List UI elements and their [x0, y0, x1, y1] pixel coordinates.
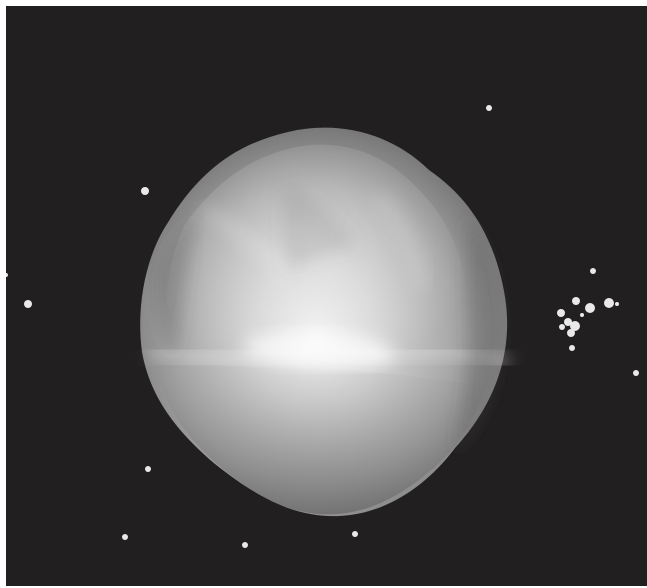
- star: [145, 466, 151, 472]
- asteroid-scene: [6, 105, 639, 548]
- asteroid: [140, 127, 511, 517]
- facet-ridge-right: [372, 190, 432, 290]
- star: [569, 345, 575, 351]
- star: [557, 309, 565, 317]
- star: [352, 531, 358, 537]
- star: [564, 318, 572, 326]
- star: [615, 302, 619, 306]
- star: [122, 534, 128, 540]
- star: [585, 303, 595, 313]
- star: [567, 329, 575, 337]
- star: [570, 321, 580, 331]
- star: [604, 298, 614, 308]
- star: [572, 297, 580, 305]
- star: [141, 187, 149, 195]
- star: [24, 300, 32, 308]
- bright-core: [246, 331, 394, 367]
- star: [242, 542, 248, 548]
- star: [6, 273, 8, 277]
- space-background: [6, 6, 647, 586]
- right-edge-shadow: [454, 217, 502, 454]
- upper-facet-shadow: [282, 184, 357, 272]
- stars: [6, 105, 639, 548]
- facet-ridge-left: [198, 203, 294, 280]
- star: [590, 268, 596, 274]
- star: [559, 324, 565, 330]
- star: [486, 105, 492, 111]
- asteroid-lower-shadow: [151, 353, 485, 515]
- star: [580, 313, 584, 317]
- star: [633, 370, 639, 376]
- left-edge-shadow: [155, 217, 195, 357]
